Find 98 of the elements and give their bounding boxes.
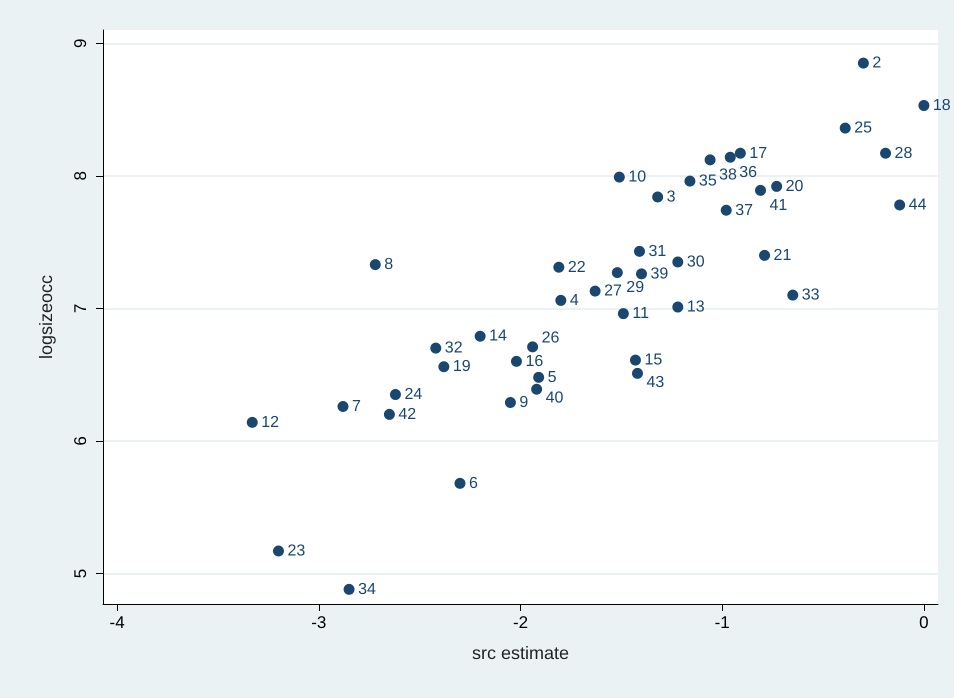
annotation: 27 bbox=[604, 282, 622, 300]
annotation: 10 bbox=[628, 168, 646, 186]
annotation: 37 bbox=[735, 202, 754, 219]
y-tick-label: 8 bbox=[71, 171, 90, 181]
point bbox=[634, 246, 645, 257]
point bbox=[672, 256, 684, 268]
annotation: 6 bbox=[468, 474, 478, 492]
point bbox=[894, 199, 906, 210]
point bbox=[720, 204, 732, 216]
annotation: 42 bbox=[398, 406, 416, 423]
point bbox=[590, 286, 601, 297]
point bbox=[531, 384, 542, 395]
annotation: 29 bbox=[626, 279, 644, 296]
point bbox=[246, 416, 258, 428]
point bbox=[454, 478, 466, 489]
point bbox=[636, 268, 648, 280]
annotation: 43 bbox=[646, 374, 664, 391]
x-tick-label: 0 bbox=[919, 613, 929, 632]
annotation: 38 bbox=[719, 166, 737, 184]
annotation: 3 bbox=[666, 188, 676, 206]
point bbox=[555, 294, 566, 306]
point bbox=[370, 259, 381, 270]
point bbox=[614, 172, 625, 183]
point bbox=[759, 250, 770, 261]
point bbox=[430, 342, 442, 354]
annotation: 14 bbox=[489, 328, 508, 345]
point bbox=[630, 354, 641, 366]
point bbox=[755, 184, 766, 196]
annotation: 44 bbox=[908, 196, 927, 214]
annotation: 35 bbox=[698, 172, 717, 190]
point bbox=[553, 262, 564, 273]
annotation: 11 bbox=[632, 305, 650, 322]
annotation: 17 bbox=[749, 144, 768, 162]
x-tick-label: -3 bbox=[311, 613, 326, 632]
point bbox=[858, 58, 869, 69]
point bbox=[724, 152, 736, 163]
point bbox=[672, 302, 684, 313]
point bbox=[344, 584, 355, 595]
point bbox=[510, 356, 522, 367]
point bbox=[338, 400, 349, 412]
point bbox=[880, 148, 892, 159]
annotation: 26 bbox=[542, 329, 560, 346]
annotation: 39 bbox=[650, 265, 668, 282]
annotation: 23 bbox=[287, 542, 306, 560]
point bbox=[704, 154, 716, 166]
annotation: 32 bbox=[444, 340, 463, 357]
x-axis-title: src estimate bbox=[472, 643, 570, 663]
point bbox=[632, 368, 643, 379]
x-tick-label: -4 bbox=[110, 613, 125, 632]
annotation: 36 bbox=[739, 164, 758, 181]
point bbox=[918, 100, 930, 112]
annotation: 16 bbox=[525, 352, 544, 370]
point bbox=[734, 148, 746, 159]
annotation: 13 bbox=[686, 298, 705, 316]
annotation: 24 bbox=[404, 386, 422, 404]
annotation: 7 bbox=[352, 398, 362, 415]
y-tick-label: 5 bbox=[71, 568, 90, 578]
annotation: 19 bbox=[452, 358, 471, 376]
annotation: 41 bbox=[770, 196, 788, 214]
annotation: 30 bbox=[686, 253, 705, 270]
annotation: 25 bbox=[854, 120, 872, 137]
y-axis-title: logsizeocc bbox=[36, 274, 56, 360]
y-tick-label: 6 bbox=[71, 436, 90, 446]
point bbox=[618, 308, 629, 320]
annotation: 34 bbox=[358, 580, 376, 598]
annotation: 12 bbox=[261, 414, 280, 431]
point bbox=[612, 267, 623, 278]
annotation: 33 bbox=[802, 286, 820, 304]
y-tick-label: 7 bbox=[71, 304, 90, 314]
annotation: 20 bbox=[786, 178, 804, 195]
x-tick-label: -2 bbox=[512, 613, 528, 632]
point bbox=[390, 389, 401, 400]
annotation: 18 bbox=[932, 97, 951, 114]
point bbox=[474, 330, 486, 342]
annotation: 8 bbox=[384, 256, 394, 274]
annotation: 9 bbox=[519, 394, 528, 412]
point bbox=[504, 397, 516, 408]
annotation: 5 bbox=[548, 368, 557, 386]
x-tick-label: -1 bbox=[714, 613, 730, 632]
annotation: 2 bbox=[872, 54, 882, 72]
annotation: 31 bbox=[648, 242, 666, 260]
point bbox=[533, 372, 544, 383]
annotation: 15 bbox=[644, 352, 662, 369]
y-tick-label: 9 bbox=[71, 38, 90, 48]
point bbox=[787, 290, 798, 301]
point bbox=[684, 176, 696, 187]
point bbox=[438, 361, 450, 372]
point bbox=[384, 408, 395, 420]
annotation: 4 bbox=[570, 292, 579, 309]
annotation: 40 bbox=[546, 390, 564, 407]
point bbox=[652, 192, 664, 203]
point bbox=[840, 122, 851, 134]
annotation: 28 bbox=[894, 144, 912, 162]
point bbox=[771, 180, 782, 192]
point bbox=[272, 545, 284, 556]
annotation: 21 bbox=[774, 246, 792, 264]
annotation: 22 bbox=[568, 258, 586, 276]
point bbox=[527, 341, 538, 352]
